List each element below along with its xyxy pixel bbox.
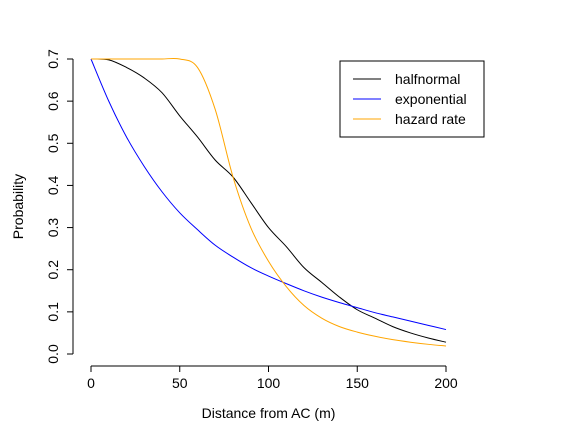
legend: halfnormal exponential hazard rate [340, 61, 484, 137]
y-axis-label: Probability [10, 174, 26, 239]
legend-label-exponential: exponential [395, 91, 467, 107]
y-tick-label: 0.5 [45, 133, 61, 153]
legend-label-halfnormal: halfnormal [395, 71, 460, 87]
y-tick-label: 0.0 [45, 344, 61, 364]
y-tick-label: 0.1 [45, 302, 61, 322]
y-tick-label: 0.7 [45, 49, 61, 69]
y-tick-label: 0.4 [45, 175, 61, 195]
x-tick-label: 200 [434, 375, 458, 391]
legend-label-hazard-rate: hazard rate [395, 111, 466, 127]
x-tick-label: 150 [346, 375, 370, 391]
y-tick-label: 0.3 [45, 218, 61, 238]
x-tick-label: 0 [87, 375, 95, 391]
x-tick-label: 50 [172, 375, 188, 391]
y-tick-label: 0.2 [45, 260, 61, 280]
x-axis-label: Distance from AC (m) [202, 405, 336, 421]
y-tick-label: 0.6 [45, 91, 61, 111]
x-tick-label: 100 [257, 375, 281, 391]
